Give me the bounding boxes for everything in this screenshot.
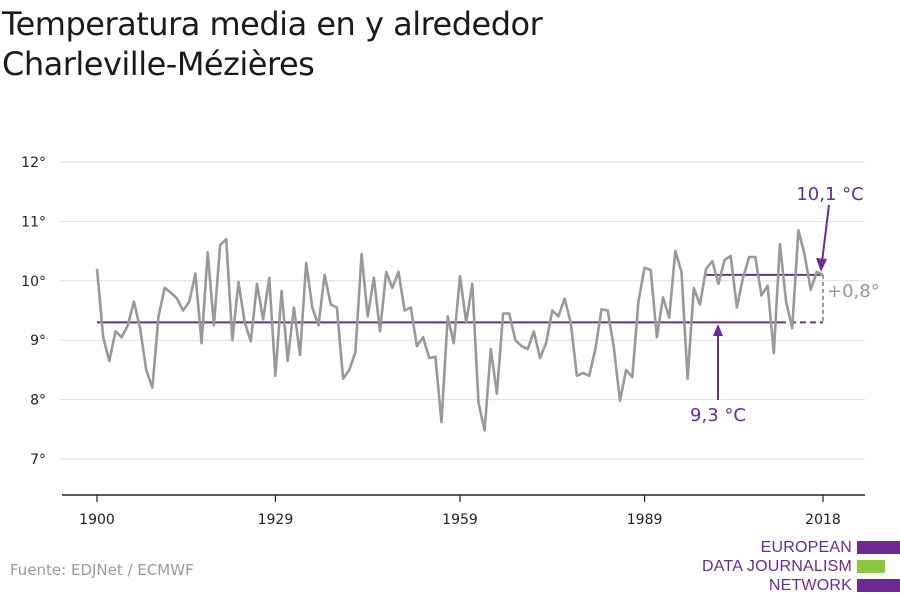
reference-lines bbox=[97, 273, 824, 324]
y-axis: 7° 8° 9° 10° 11° 12° bbox=[21, 155, 46, 468]
temperature-series-line bbox=[95, 229, 824, 432]
edjnet-logo: EUROPEAN DATA JOURNALISM NETWORK bbox=[700, 538, 900, 598]
baseline-value-label: 9,3 °C bbox=[690, 405, 746, 426]
y-tick-label: 9° bbox=[30, 333, 46, 349]
y-tick-label: 10° bbox=[21, 274, 46, 290]
chart-title-line2: Charleville-Mézières bbox=[2, 45, 315, 83]
series-layer bbox=[95, 229, 824, 432]
arrow-recent-head bbox=[816, 258, 827, 272]
grid-lines bbox=[60, 161, 865, 460]
arrow-recent-shaft bbox=[821, 204, 830, 263]
difference-label: +0,8° bbox=[827, 281, 880, 302]
logo-text-line2: DATA JOURNALISM bbox=[702, 558, 852, 575]
x-tick-label: 1900 bbox=[79, 512, 115, 528]
chart-title: Temperatura media en y alrededor Charlev… bbox=[2, 4, 543, 84]
source-note: Fuente: EDJNet / ECMWF bbox=[10, 561, 194, 579]
logo-bar-1 bbox=[857, 541, 900, 554]
x-tick-label: 2018 bbox=[805, 512, 841, 528]
annotations: 9,3 °C 10,1 °C +0,8° bbox=[690, 184, 880, 426]
x-axis: 1900 1929 1959 1989 2018 bbox=[62, 494, 865, 528]
x-tick-label: 1929 bbox=[258, 512, 294, 528]
x-tick-label: 1959 bbox=[442, 512, 478, 528]
chart-title-line1: Temperatura media en y alrededor bbox=[2, 5, 543, 43]
logo-bar-2 bbox=[857, 560, 885, 573]
arrow-baseline-head bbox=[713, 324, 723, 336]
logo-bar-3 bbox=[857, 579, 900, 592]
logo-text-line3: NETWORK bbox=[768, 577, 852, 594]
y-tick-label: 7° bbox=[30, 452, 46, 468]
x-tick-label: 1989 bbox=[627, 512, 663, 528]
y-tick-label: 12° bbox=[21, 155, 46, 171]
logo-text-line1: EUROPEAN bbox=[760, 539, 852, 556]
y-tick-label: 11° bbox=[21, 214, 46, 230]
recent-value-label: 10,1 °C bbox=[796, 184, 863, 205]
y-tick-label: 8° bbox=[30, 393, 46, 409]
